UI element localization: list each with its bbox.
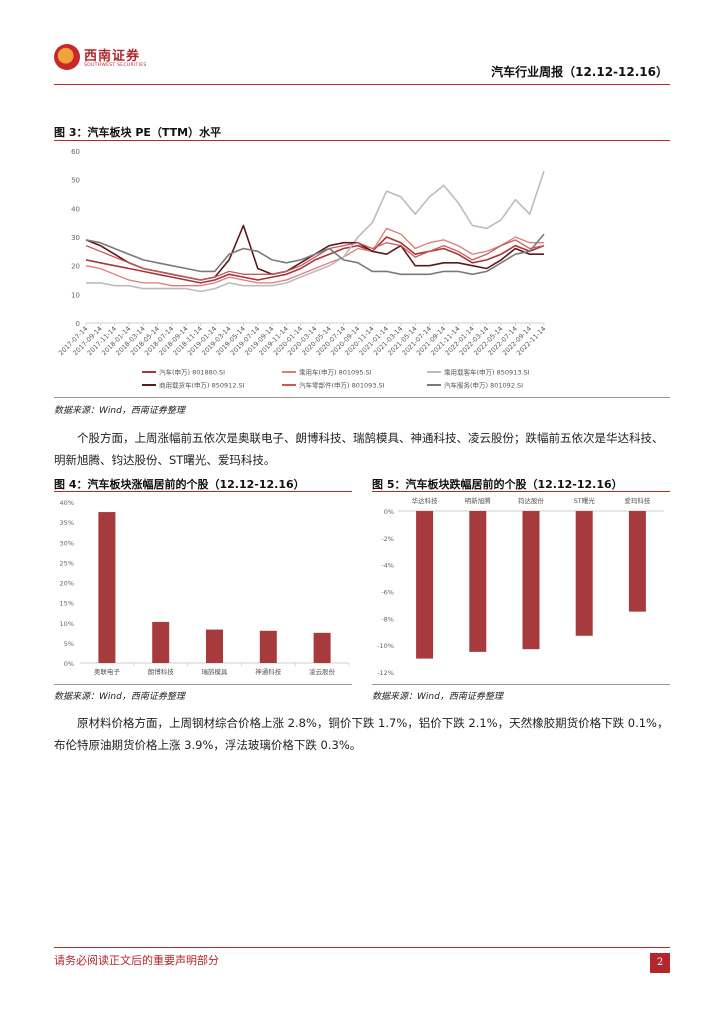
figure3-bottom-rule [54,397,670,398]
bar-3 [206,629,223,663]
legend-label-5: 汽车零部件(申万) 801093.SI [299,381,385,390]
figure4-title: 图 4：汽车板块涨幅居前的个股（12.12-12.16） [54,478,305,491]
x-tick-label: 奥联电子 [94,667,121,676]
logo-emblem-icon [54,44,80,70]
logo-en-text: SOUTHWEST SECURITIES [84,63,147,68]
figure5-top-rule [372,491,670,492]
bar-3 [522,511,540,650]
y-tick-label: 60 [71,148,80,156]
legend-label-6: 汽车服务(申万) 801092.SI [444,381,523,390]
bar-2 [152,621,170,663]
legend-label-3: 乘用载客车(申万) 850913.SI [444,368,530,377]
y-tick-label: -4% [381,562,394,570]
x-tick-label: 钧达股份 [518,496,545,505]
figure4-bottom-rule [54,684,352,685]
y-tick-label: -12% [377,669,394,677]
y-tick-label: -10% [377,642,394,650]
y-tick-label: 30% [60,539,74,547]
paragraph-materials: 原材料价格方面，上周钢材综合价格上涨 2.8%，铜价下跌 1.7%，铝价下跌 2… [54,712,670,756]
figure5-bottom-rule [372,684,670,685]
series-line-1 [85,236,545,284]
x-tick-label: 朗博科技 [148,667,175,676]
y-tick-label: -2% [381,535,394,543]
x-tick-label: 华达科技 [412,496,439,505]
x-tick-label: 明新旭腾 [465,496,492,505]
series-line-6 [85,233,545,276]
page-number: 2 [650,953,670,973]
figure4-source: 数据来源：Wind，西南证券整理 [54,692,185,702]
footer-disclaimer: 请务必阅读正文后的重要声明部分 [54,954,219,967]
figure3-source: 数据来源：Wind，西南证券整理 [54,406,185,416]
figure3-line-chart: 01020304050602017-07-142017-09-142017-11… [57,148,547,390]
y-tick-label: 35% [60,519,74,527]
figure5-bar-chart: 0% -2% -4% -6% -8% -10% -12% 华达科技 明新旭腾 钧达股份 ST曙光 爱玛… [377,496,664,677]
bar-5 [628,511,646,612]
x-tick-label: 爱玛科技 [624,496,651,505]
legend-label-4: 商用载货车(申万) 850912.SI [159,381,245,390]
bar-4 [259,630,277,663]
y-tick-label: 10 [71,291,80,299]
y-tick-label: 40% [60,499,74,507]
legend-label-1: 汽车(申万) 801880.SI [159,368,225,377]
x-tick-label: ST曙光 [574,496,596,505]
y-tick-label: 0 [76,320,80,328]
figure4-bar-chart: 0% 5% 10% 15% 20% 25% 30% 35% 40% 奥联电子 朗博科技 瑞鹄模具 神通科… [60,499,350,676]
x-tick-label: 神通科技 [255,667,281,676]
y-tick-label: 10% [60,620,74,628]
bar-2 [469,511,487,652]
y-tick-label: 5% [64,640,74,648]
y-tick-label: 40 [71,205,80,213]
figure4-top-rule [54,491,352,492]
bar-1 [98,512,116,663]
series-line-2 [85,227,544,287]
figure3-title: 图 3：汽车板块 PE（TTM）水平 [54,126,222,139]
header-divider [54,84,670,85]
y-tick-label: 30 [71,234,80,242]
figure5-source: 数据来源：Wind，西南证券整理 [372,692,503,702]
figure5-title: 图 5：汽车板块跌幅居前的个股（12.12-12.16） [372,478,623,491]
company-logo: 西南证券 SOUTHWEST SECURITIES [54,44,154,76]
x-tick-label: 凌云股份 [309,667,336,676]
y-tick-label: 20% [60,580,74,588]
y-tick-label: -6% [381,589,394,597]
figure3-top-rule [54,140,670,141]
series-line-3 [86,170,545,293]
paragraph-materials-text: 原材料价格方面，上周钢材综合价格上涨 2.8%，铜价下跌 1.7%，铝价下跌 2… [54,716,669,752]
x-tick-label: 瑞鹄模具 [202,667,229,676]
footer-divider [54,947,670,948]
bar-1 [416,511,434,659]
y-tick-label: 50 [71,177,80,185]
y-tick-label: 15% [60,600,74,608]
bar-4 [575,511,593,636]
legend-label-2: 乘用车(申万) 801095.SI [299,368,372,377]
paragraph-stocks: 个股方面，上周涨幅前五依次是奥联电子、朗博科技、瑞鹄模具、神通科技、凌云股份；跌… [54,427,670,471]
report-title: 汽车行业周报（12.12-12.16） [491,65,668,79]
logo-cn-text: 西南证券 [84,49,141,64]
y-tick-label: 25% [60,559,74,567]
bar-5 [313,632,331,663]
paragraph-stocks-text: 个股方面，上周涨幅前五依次是奥联电子、朗博科技、瑞鹄模具、神通科技、凌云股份；跌… [54,431,664,467]
y-tick-label: 0% [384,508,394,516]
y-tick-label: 0% [64,660,74,668]
series-line-5 [85,239,545,281]
y-tick-label: 20 [71,263,80,271]
y-tick-label: -8% [381,615,394,623]
